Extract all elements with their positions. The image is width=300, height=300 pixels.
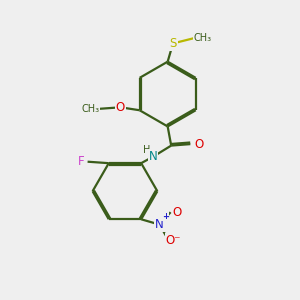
Text: H: H xyxy=(143,145,150,155)
Text: F: F xyxy=(78,155,84,168)
Text: CH₃: CH₃ xyxy=(81,104,100,114)
Text: N: N xyxy=(155,218,164,231)
Text: +: + xyxy=(162,212,169,221)
Text: O: O xyxy=(194,138,203,151)
Text: O⁻: O⁻ xyxy=(166,234,181,247)
Text: O: O xyxy=(172,206,182,219)
Text: S: S xyxy=(169,37,177,50)
Text: N: N xyxy=(148,150,157,163)
Text: CH₃: CH₃ xyxy=(194,33,212,43)
Text: O: O xyxy=(116,101,125,114)
